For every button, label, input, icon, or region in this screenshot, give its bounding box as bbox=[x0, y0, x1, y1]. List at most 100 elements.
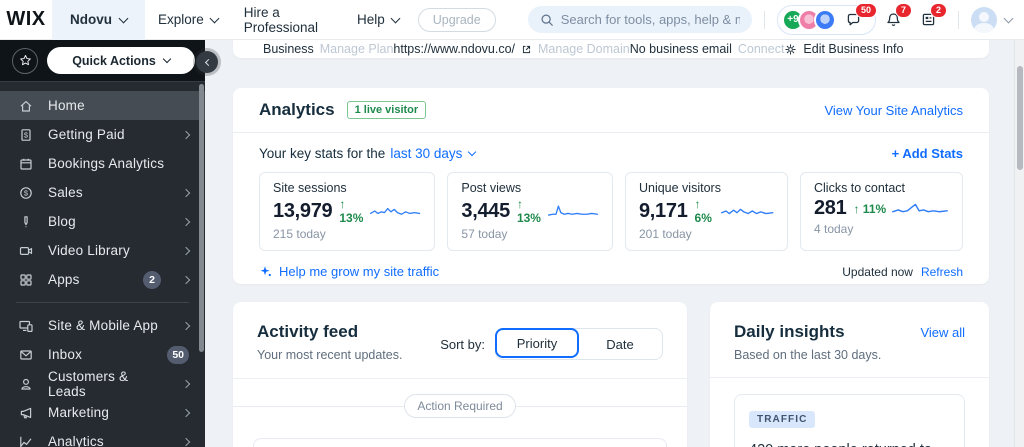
chevron-right-icon bbox=[181, 246, 191, 255]
sidebar-item-inbox[interactable]: Inbox 50 bbox=[0, 340, 205, 369]
divider bbox=[958, 10, 959, 29]
view-site-analytics-link[interactable]: View Your Site Analytics bbox=[824, 102, 963, 118]
sidebar-item-home[interactable]: Home bbox=[0, 91, 205, 120]
avatar bbox=[814, 8, 836, 31]
business-label: Business bbox=[263, 42, 314, 56]
stat-card-unique-visitors[interactable]: Unique visitors 9,171 ↑ 6% 201 today bbox=[624, 172, 788, 251]
customers-person-icon bbox=[18, 376, 34, 392]
analytics-body: Your key stats for the last 30 days + Ad… bbox=[233, 133, 989, 279]
site-mobile-icon bbox=[18, 318, 34, 334]
stat-card-post-views[interactable]: Post views 3,445 ↑ 13% 57 today bbox=[447, 172, 613, 251]
nav-help[interactable]: Help bbox=[344, 0, 412, 40]
stat-card-clicks-to-contact[interactable]: Clicks to contact 281 ↑ 11% 4 today bbox=[799, 172, 963, 251]
divider bbox=[233, 378, 687, 379]
topbar-right-cluster: +9 50 7 bbox=[752, 3, 1024, 35]
stat-value: 13,979 bbox=[273, 199, 333, 222]
chevron-down-icon bbox=[468, 147, 477, 157]
sales-dollar-icon: $ bbox=[18, 185, 34, 201]
sidebar-item-analytics[interactable]: Analytics bbox=[0, 427, 205, 447]
site-menu-ndovu[interactable]: Ndovu bbox=[51, 0, 145, 40]
sparkline-chart bbox=[547, 205, 598, 216]
sidebar-item-label: Customers & Leads bbox=[48, 368, 129, 399]
sparkline-chart bbox=[892, 203, 948, 212]
sidebar-item-apps[interactable]: Apps 2 bbox=[0, 265, 205, 294]
refresh-link[interactable]: Refresh bbox=[920, 264, 963, 279]
inbox-count-badge: 50 bbox=[167, 345, 189, 364]
activity-feed-header: Activity feed Your most recent updates. … bbox=[233, 302, 687, 362]
feed-item[interactable] bbox=[253, 438, 667, 447]
page-scrollbar-thumb[interactable] bbox=[1017, 66, 1023, 170]
notifications-bell-icon[interactable]: 7 bbox=[885, 3, 913, 28]
account-menu[interactable] bbox=[971, 6, 1014, 33]
nav-explore-label: Explore bbox=[157, 12, 204, 27]
stat-delta: ↑ 13% bbox=[516, 197, 541, 225]
sort-date-button[interactable]: Date bbox=[578, 329, 662, 359]
external-link-icon[interactable] bbox=[521, 44, 532, 55]
chat-badge: 50 bbox=[855, 3, 878, 18]
upgrade-button[interactable]: Upgrade bbox=[417, 7, 496, 32]
daily-insights-subtitle: Based on the last 30 days. bbox=[734, 348, 882, 362]
svg-text:$: $ bbox=[24, 130, 29, 139]
sidebar-item-site-mobile-app[interactable]: Site & Mobile App bbox=[0, 311, 205, 340]
sort-priority-button[interactable]: Priority bbox=[495, 328, 579, 358]
top-bar: WIX Ndovu Explore Hire a Professional He… bbox=[0, 0, 1024, 40]
add-stats-link[interactable]: + Add Stats bbox=[891, 146, 963, 161]
chevron-right-icon bbox=[181, 130, 191, 139]
sidebar-item-video-library[interactable]: Video Library bbox=[0, 236, 205, 265]
chat-icon[interactable]: 50 bbox=[845, 3, 878, 28]
sidebar-item-label: Getting Paid bbox=[48, 127, 125, 142]
sort-by-label: Sort by: bbox=[440, 336, 485, 352]
business-info-bar: Business Manage Plan https://www.ndovu.c… bbox=[233, 40, 989, 58]
connect-email-link[interactable]: Connect bbox=[737, 42, 785, 56]
chevron-right-icon bbox=[181, 437, 191, 446]
analytics-chart-icon bbox=[18, 434, 34, 447]
updated-now-label: Updated now bbox=[842, 264, 913, 279]
search-icon bbox=[540, 13, 554, 27]
stat-delta: ↑ 13% bbox=[339, 197, 364, 225]
favorites-star-icon[interactable] bbox=[12, 47, 38, 74]
chevron-right-icon bbox=[181, 379, 191, 388]
global-search[interactable] bbox=[527, 6, 752, 33]
grow-traffic-link[interactable]: Help me grow my site traffic bbox=[259, 264, 439, 279]
collaborators-pill[interactable]: +9 50 bbox=[777, 3, 878, 35]
site-url[interactable]: https://www.ndovu.co/ bbox=[393, 42, 515, 56]
blog-pen-icon bbox=[18, 214, 34, 230]
manage-plan-link[interactable]: Manage Plan bbox=[319, 42, 394, 56]
updates-news-icon[interactable]: 2 bbox=[920, 3, 948, 28]
daily-insights-title: Daily insights bbox=[734, 322, 845, 341]
sidebar-item-marketing[interactable]: Marketing bbox=[0, 398, 205, 427]
page-scrollbar[interactable] bbox=[1014, 40, 1024, 447]
sidebar-scrollbar[interactable] bbox=[199, 84, 204, 352]
stat-today: 215 today bbox=[273, 227, 326, 241]
sidebar-item-sales[interactable]: $ Sales bbox=[0, 178, 205, 207]
stat-card-site-sessions[interactable]: Site sessions 13,979 ↑ 13% 215 today bbox=[259, 172, 436, 251]
period-selector[interactable]: last 30 days bbox=[390, 146, 477, 161]
chevron-down-icon bbox=[118, 13, 129, 23]
sidebar-item-label: Home bbox=[48, 98, 85, 113]
wix-logo[interactable]: WIX bbox=[6, 8, 46, 30]
traffic-tag: TRAFFIC bbox=[749, 411, 816, 428]
sidebar-item-blog[interactable]: Blog bbox=[0, 207, 205, 236]
divider bbox=[233, 405, 405, 407]
manage-domain-link[interactable]: Manage Domain bbox=[538, 42, 630, 56]
marketing-megaphone-icon bbox=[18, 405, 34, 421]
view-all-link[interactable]: View all bbox=[920, 325, 965, 340]
sidebar-item-label: Marketing bbox=[48, 405, 110, 420]
sidebar-collapse-button[interactable] bbox=[196, 51, 218, 73]
site-name: Ndovu bbox=[69, 12, 112, 27]
sidebar-item-bookings-analytics[interactable]: Bookings Analytics bbox=[0, 149, 205, 178]
sidebar-item-getting-paid[interactable]: $ Getting Paid bbox=[0, 120, 205, 149]
quick-actions-button[interactable]: Quick Actions bbox=[47, 47, 195, 74]
inbox-envelope-icon bbox=[18, 347, 34, 363]
search-input[interactable] bbox=[560, 12, 740, 27]
stat-value: 281 bbox=[813, 197, 847, 219]
sidebar: Quick Actions Home $ Getting Paid bbox=[0, 40, 205, 447]
nav-explore[interactable]: Explore bbox=[145, 0, 231, 40]
sidebar-item-customers-leads[interactable]: Customers & Leads bbox=[0, 368, 205, 399]
edit-business-info-link[interactable]: Edit Business Info bbox=[784, 42, 903, 56]
user-avatar bbox=[971, 6, 997, 33]
nav-hire-a-professional[interactable]: Hire a Professional bbox=[231, 0, 344, 40]
sidebar-item-label: Site & Mobile App bbox=[48, 318, 158, 333]
insight-item[interactable]: TRAFFIC 420 more people returned to your bbox=[734, 394, 965, 447]
live-visitor-badge: 1 live visitor bbox=[346, 101, 427, 119]
